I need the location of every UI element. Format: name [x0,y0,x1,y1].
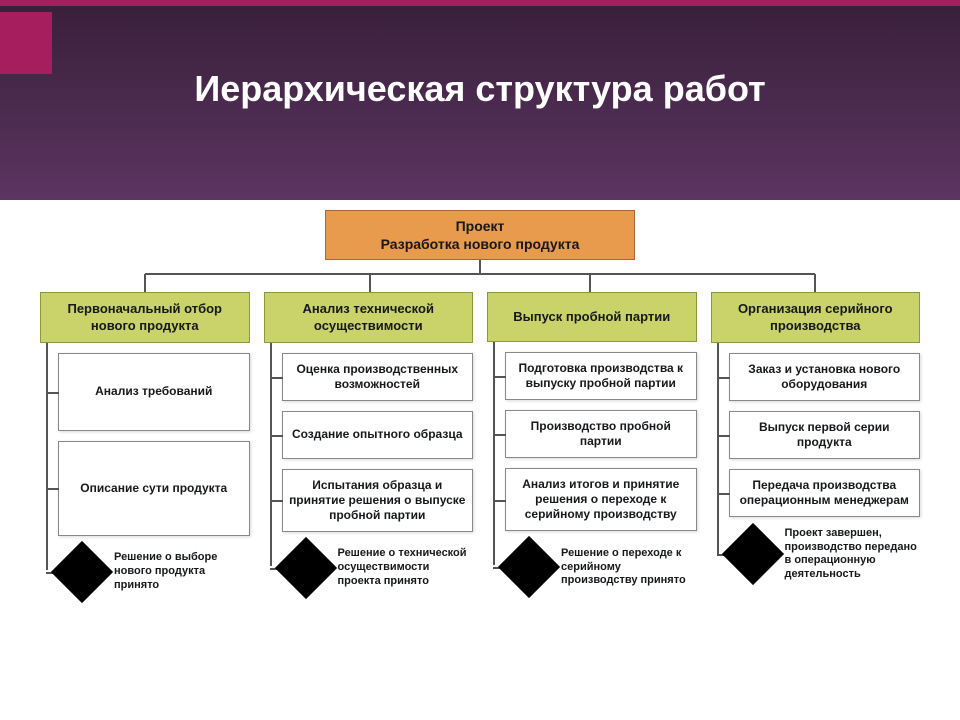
branch-body: Оценка производственных возможностей Соз… [264,343,474,594]
task-box: Анализ итогов и принятие решения о перех… [505,468,697,531]
wbs-root-node: Проект Разработка нового продукта [325,210,635,260]
milestone-text: Решение о технической осуществимости про… [338,547,474,588]
task-box: Оценка производственных возможностей [282,353,474,401]
branch-head: Выпуск пробной партии [487,292,697,342]
root-line2: Разработка нового продукта [336,235,624,253]
milestone-text: Проект завершен, производство передано в… [785,527,921,582]
task-box: Выпуск первой серии продукта [729,411,921,459]
task-box: Создание опытного образца [282,411,474,459]
wbs-diagram: Проект Разработка нового продукта Первон… [0,200,960,598]
diamond-icon [51,541,113,603]
milestone: Решение о выборе нового продукта принято [58,546,250,598]
branch-body: Заказ и установка нового оборудования Вы… [711,343,921,582]
wbs-branch-3: Организация серийного производства Заказ… [711,292,921,598]
milestone-text: Решение о переходе к серийному производс… [561,547,697,588]
branch-body: Анализ требований Описание сути продукта… [40,343,250,598]
branch-body: Подготовка производства к выпуску пробно… [487,342,697,593]
task-box: Заказ и установка нового оборудования [729,353,921,401]
task-box: Описание сути продукта [58,441,250,536]
diamond-icon [274,537,336,599]
task-box: Производство пробной партии [505,410,697,458]
task-box: Подготовка производства к выпуску пробно… [505,352,697,400]
task-box: Испытания образца и принятие решения о в… [282,469,474,532]
diamond-icon [498,536,560,598]
header-accent-shape [0,12,52,74]
slide-title: Иерархическая структура работ [0,6,960,111]
milestone-text: Решение о выборе нового продукта принято [114,551,250,592]
wbs-connectors [40,260,920,292]
milestone: Решение о переходе к серийному производс… [505,541,697,593]
diamond-icon [721,523,783,585]
branch-head: Организация серийного производства [711,292,921,343]
slide-header: Иерархическая структура работ [0,0,960,200]
root-line1: Проект [336,217,624,235]
milestone: Решение о технической осуществимости про… [282,542,474,594]
wbs-branch-1: Анализ технической осуществимости Оценка… [264,292,474,598]
wbs-branch-0: Первоначальный отбор нового продукта Ана… [40,292,250,598]
wbs-branch-2: Выпуск пробной партии Подготовка произво… [487,292,697,598]
task-box: Анализ требований [58,353,250,431]
wbs-columns: Первоначальный отбор нового продукта Ана… [40,292,920,598]
branch-head: Первоначальный отбор нового продукта [40,292,250,343]
task-box: Передача производства операционным менед… [729,469,921,517]
milestone: Проект завершен, производство передано в… [729,527,921,582]
branch-head: Анализ технической осуществимости [264,292,474,343]
